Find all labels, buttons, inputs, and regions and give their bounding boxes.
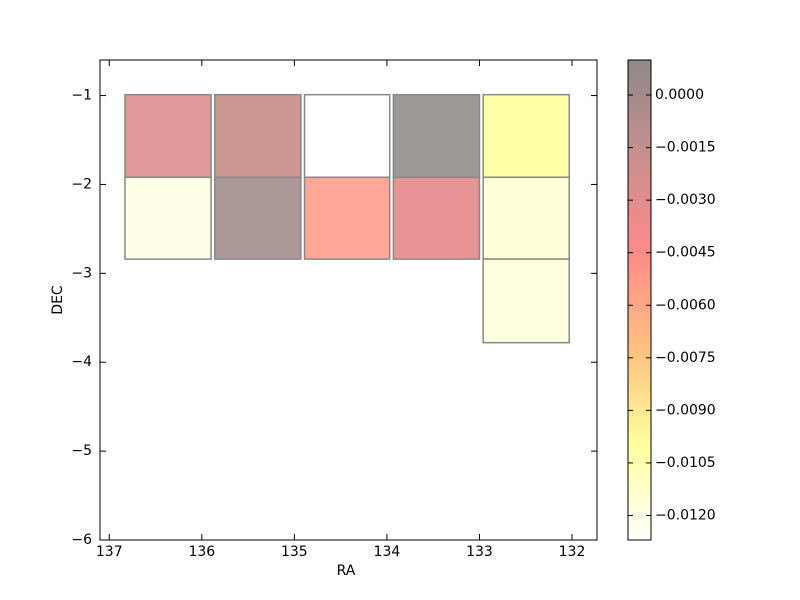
colorbar-tick-label: −0.0120 <box>655 507 716 523</box>
heat-cell <box>482 93 570 179</box>
heat-cell <box>214 93 302 179</box>
heat-cell <box>124 93 212 179</box>
heat-cell <box>303 93 391 179</box>
heat-cell <box>303 176 391 260</box>
y-axis-label: DEC <box>50 285 66 315</box>
heat-cell <box>124 176 212 260</box>
heat-cell <box>482 176 570 260</box>
colorbar-tick-label: −0.0075 <box>655 350 716 366</box>
colorbar-tick-label: −0.0045 <box>655 245 716 261</box>
colorbar-tick-label: −0.0090 <box>655 402 716 418</box>
y-tick-label: −6 <box>71 532 92 548</box>
colorbar-tick-label: 0.0000 <box>655 87 704 103</box>
colorbar-tick-label: −0.0030 <box>655 192 716 208</box>
plot-frame <box>99 59 598 541</box>
y-tick-label: −2 <box>71 176 92 192</box>
colorbar-tick-label: −0.0060 <box>655 297 716 313</box>
y-tick-label: −4 <box>71 354 92 370</box>
x-tick-label: 135 <box>281 544 308 560</box>
x-tick-label: 137 <box>96 544 123 560</box>
heat-cell <box>392 93 481 179</box>
x-tick-label: 132 <box>559 544 586 560</box>
y-tick-label: −3 <box>71 265 92 281</box>
heat-cell <box>482 258 570 344</box>
y-tick-label: −1 <box>71 88 92 104</box>
colorbar <box>627 59 652 541</box>
colorbar-tick-label: −0.0015 <box>655 140 716 156</box>
x-tick-label: 134 <box>374 544 401 560</box>
heat-cell <box>392 176 481 260</box>
y-tick-label: −5 <box>71 443 92 459</box>
x-tick-label: 133 <box>466 544 493 560</box>
x-tick-label: 136 <box>188 544 215 560</box>
colorbar-tick-label: −0.0105 <box>655 455 716 471</box>
heat-cell <box>214 176 302 260</box>
x-axis-label: RA <box>337 563 356 579</box>
